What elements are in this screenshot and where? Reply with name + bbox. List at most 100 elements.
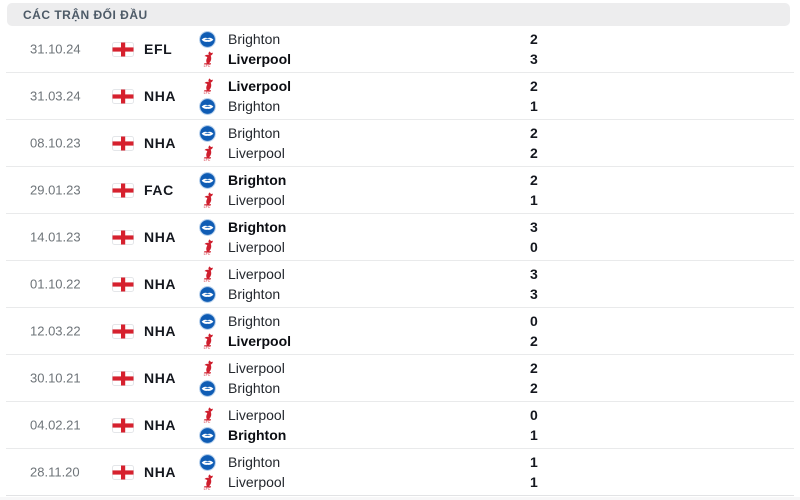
brighton-logo-icon bbox=[198, 218, 216, 236]
team-score: 3 bbox=[530, 266, 538, 282]
team-score: 1 bbox=[530, 98, 538, 114]
match-row[interactable]: 04.02.21 NHA bbox=[6, 402, 794, 449]
team-name: Brighton bbox=[228, 98, 281, 114]
team-score: 3 bbox=[530, 51, 538, 67]
match-date: 31.10.24 bbox=[30, 41, 81, 57]
team-logo: LFC bbox=[198, 359, 216, 377]
competition-code: EFL bbox=[144, 41, 173, 57]
competition-code: NHA bbox=[144, 88, 177, 104]
competition-code: FAC bbox=[144, 182, 174, 198]
competition-cell: NHA bbox=[112, 229, 176, 245]
teams-cell: LFC Liverpool 3 LFC bbox=[198, 261, 794, 307]
competition-code: NHA bbox=[144, 135, 177, 151]
england-flag-icon bbox=[112, 135, 134, 151]
team-line: LFC Liverpool 2 bbox=[198, 143, 794, 163]
team-score: 1 bbox=[530, 192, 538, 208]
match-row[interactable]: 01.10.22 NHA bbox=[6, 261, 794, 308]
team-line: LFC Brighton 1 bbox=[198, 425, 794, 445]
teams-cell: LFC Liverpool 2 LFC bbox=[198, 355, 794, 401]
liverpool-logo-icon: LFC bbox=[204, 50, 213, 68]
match-row[interactable]: 28.11.20 NHA bbox=[6, 449, 794, 496]
team-logo: LFC bbox=[198, 379, 216, 397]
team-score: 2 bbox=[530, 31, 538, 47]
team-score: 2 bbox=[530, 78, 538, 94]
match-row[interactable]: 14.01.23 NHA bbox=[6, 214, 794, 261]
england-flag-icon bbox=[112, 417, 134, 433]
team-score: 2 bbox=[530, 360, 538, 376]
match-row[interactable]: 12.03.22 NHA bbox=[6, 308, 794, 355]
teams-cell: LFC Brighton 1 LFC bbox=[198, 449, 794, 495]
team-score: 0 bbox=[530, 239, 538, 255]
match-row[interactable]: 30.10.21 NHA bbox=[6, 355, 794, 402]
team-line: LFC Liverpool 0 bbox=[198, 237, 794, 257]
team-line: LFC Liverpool 1 bbox=[198, 472, 794, 492]
team-logo: LFC bbox=[198, 473, 216, 491]
team-line: LFC Liverpool 3 bbox=[198, 264, 794, 284]
teams-cell: LFC Brighton 2 LFC bbox=[198, 167, 794, 213]
england-flag-icon bbox=[112, 323, 134, 339]
team-name: Brighton bbox=[228, 219, 287, 235]
team-name: Brighton bbox=[228, 313, 281, 329]
team-score: 1 bbox=[530, 454, 538, 470]
team-logo: LFC bbox=[198, 265, 216, 283]
match-list: 31.10.24 EFL bbox=[0, 26, 800, 496]
liverpool-logo-icon: LFC bbox=[204, 332, 213, 350]
match-row[interactable]: 29.01.23 FAC bbox=[6, 167, 794, 214]
team-logo: LFC bbox=[198, 77, 216, 95]
team-score: 1 bbox=[530, 474, 538, 490]
competition-cell: NHA bbox=[112, 417, 176, 433]
team-score: 2 bbox=[530, 145, 538, 161]
team-name: Liverpool bbox=[228, 192, 285, 208]
team-name: Brighton bbox=[228, 380, 281, 396]
team-logo: LFC bbox=[198, 332, 216, 350]
liverpool-logo-icon: LFC bbox=[204, 238, 213, 256]
team-name: Brighton bbox=[228, 427, 287, 443]
brighton-logo-icon bbox=[198, 285, 216, 303]
team-name: Liverpool bbox=[228, 78, 292, 94]
team-logo: LFC bbox=[198, 30, 216, 48]
team-score: 0 bbox=[530, 407, 538, 423]
team-logo: LFC bbox=[198, 124, 216, 142]
match-date: 12.03.22 bbox=[30, 323, 81, 339]
team-line: LFC Liverpool 3 bbox=[198, 49, 794, 69]
teams-cell: LFC Brighton 2 LFC bbox=[198, 26, 794, 72]
team-score: 2 bbox=[530, 125, 538, 141]
team-line: LFC Brighton 2 bbox=[198, 123, 794, 143]
svg-text:LFC: LFC bbox=[204, 420, 211, 424]
team-score: 2 bbox=[530, 333, 538, 349]
competition-code: NHA bbox=[144, 417, 177, 433]
svg-text:LFC: LFC bbox=[204, 91, 211, 95]
team-line: LFC Brighton 1 bbox=[198, 452, 794, 472]
team-name: Liverpool bbox=[228, 51, 292, 67]
match-date: 01.10.22 bbox=[30, 276, 81, 292]
team-logo: LFC bbox=[198, 191, 216, 209]
team-name: Brighton bbox=[228, 454, 281, 470]
teams-cell: LFC Brighton 2 LFC bbox=[198, 120, 794, 166]
england-flag-icon bbox=[112, 41, 134, 57]
team-name: Liverpool bbox=[228, 145, 285, 161]
svg-text:LFC: LFC bbox=[204, 64, 211, 68]
teams-cell: LFC Brighton 3 LFC bbox=[198, 214, 794, 260]
team-line: LFC Liverpool 1 bbox=[198, 190, 794, 210]
match-date: 28.11.20 bbox=[30, 464, 80, 480]
svg-text:LFC: LFC bbox=[204, 205, 211, 209]
team-score: 2 bbox=[530, 172, 538, 188]
england-flag-icon bbox=[112, 464, 134, 480]
competition-cell: EFL bbox=[112, 41, 172, 57]
match-row[interactable]: 31.10.24 EFL bbox=[6, 26, 794, 73]
team-name: Liverpool bbox=[228, 474, 285, 490]
match-date: 31.03.24 bbox=[30, 88, 81, 104]
competition-code: NHA bbox=[144, 276, 177, 292]
team-line: LFC Liverpool 2 bbox=[198, 76, 794, 96]
competition-code: NHA bbox=[144, 464, 177, 480]
match-row[interactable]: 08.10.23 NHA bbox=[6, 120, 794, 167]
svg-text:LFC: LFC bbox=[204, 279, 211, 283]
brighton-logo-icon bbox=[198, 453, 216, 471]
match-row[interactable]: 31.03.24 NHA bbox=[6, 73, 794, 120]
team-score: 3 bbox=[530, 219, 538, 235]
team-logo: LFC bbox=[198, 406, 216, 424]
competition-cell: NHA bbox=[112, 135, 176, 151]
team-name: Brighton bbox=[228, 31, 281, 47]
team-line: LFC Brighton 3 bbox=[198, 217, 794, 237]
team-name: Liverpool bbox=[228, 266, 285, 282]
